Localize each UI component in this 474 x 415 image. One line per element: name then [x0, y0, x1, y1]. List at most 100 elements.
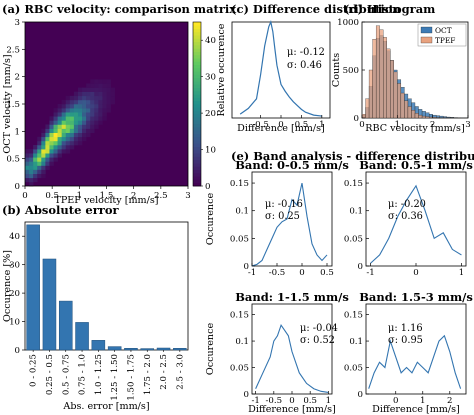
heatmap-cell	[94, 116, 99, 121]
error-xtick-label: 1.75 - 2.0	[143, 354, 153, 395]
heatmap-cell	[53, 116, 58, 121]
colorbar-segment	[193, 81, 201, 85]
band-ytick-label: 0.1	[235, 207, 249, 217]
heatmap-cell	[33, 165, 38, 170]
heatmap-cell	[77, 136, 83, 142]
heatmap-cell	[61, 140, 67, 146]
colorbar-segment	[193, 172, 201, 177]
hist-bar-tpef	[414, 113, 419, 119]
heatmap-cell	[102, 116, 107, 121]
heatmap-cell	[25, 165, 30, 170]
colorbar-tick-label: 10	[205, 146, 216, 156]
heatmap-cell	[41, 136, 46, 142]
heatmap-cell	[77, 128, 83, 133]
heatmap-cell	[69, 116, 75, 121]
band-panel-title: Band: 1-1.5 mm/s	[235, 290, 349, 304]
error-xtick-label: 1.25 - 1.50	[110, 354, 120, 401]
heatmap-cell	[90, 108, 95, 113]
heatmap-cell	[77, 87, 83, 92]
heatmap-cell	[65, 140, 71, 146]
heatmap-cell	[53, 140, 58, 146]
error-title: (b) Absolute error	[2, 203, 120, 217]
heatmap-cell	[49, 124, 54, 129]
heatmap-cell	[73, 104, 79, 109]
band-mu-annotation: μ: -0.16	[265, 199, 303, 210]
heatmap-cell	[69, 108, 75, 113]
heatmap-ylabel: OCT velocity [mm/s]	[2, 54, 13, 153]
diff-title: (c) Difference distribution	[231, 2, 401, 16]
diff-xtick-label: 0	[278, 120, 283, 130]
hist-ytick-label: 1000	[337, 18, 359, 28]
colorbar-segment	[193, 179, 201, 184]
colorbar-segment	[193, 58, 201, 62]
heatmap-xlabel: TPEF velocity [mm/s]	[54, 195, 158, 206]
colorbar-segment	[193, 140, 201, 144]
heatmap-cell	[86, 104, 91, 109]
heatmap-cell	[69, 136, 75, 142]
heatmap-cell	[82, 99, 87, 105]
heatmap-cell	[41, 149, 46, 154]
band-ytick-label: 0	[358, 262, 363, 272]
colorbar-tick-label: 0	[205, 182, 210, 192]
diff-xlabel: Difference [mm/s]	[237, 123, 325, 134]
colorbar-segment	[193, 117, 201, 121]
heatmap-cell	[94, 99, 99, 105]
colorbar-segment	[193, 67, 201, 72]
band-xtick-label: 1	[326, 396, 331, 406]
heatmap-cell	[98, 112, 103, 117]
heatmap-cell	[98, 79, 103, 84]
heatmap-cell	[106, 99, 111, 105]
heatmap-cell	[102, 112, 107, 117]
heatmap-cell	[53, 132, 58, 138]
heatmap-ytick-label: 3	[15, 18, 20, 28]
heatmap-cell	[90, 116, 95, 121]
error-ylabel: Occurence [%]	[2, 250, 13, 322]
colorbar-segment	[193, 28, 201, 33]
colorbar-segment	[193, 64, 201, 69]
heatmap-cell	[90, 95, 95, 101]
heatmap-ytick-label: 0.5	[6, 155, 20, 165]
heatmap-cell	[106, 95, 111, 101]
colorbar-segment	[193, 130, 201, 134]
heatmap-cell	[61, 124, 67, 129]
colorbar-segment	[193, 74, 201, 79]
heatmap-cell	[102, 108, 107, 113]
heatmap-cell	[98, 95, 103, 101]
heatmap-cell	[49, 153, 54, 158]
heatmap-cell	[98, 120, 103, 125]
diff-ylabel: Relative occurence	[216, 23, 227, 116]
heatmap-cell	[86, 132, 91, 138]
hist-legend-swatch	[420, 36, 433, 44]
heatmap-cell	[45, 153, 50, 158]
band-mu-annotation: μ: -0.20	[388, 199, 426, 210]
colorbar-segment	[193, 107, 201, 111]
band-xtick-label: -1	[251, 396, 259, 406]
heatmap-cell	[65, 149, 71, 154]
heatmap-cell	[41, 128, 46, 133]
heatmap-cell	[86, 87, 91, 92]
band-xtick-label: 0	[413, 268, 418, 278]
heatmap-cell	[77, 104, 83, 109]
heatmap-cell	[90, 104, 95, 109]
heatmap-xtick-label: 3	[185, 191, 190, 201]
error-bar	[42, 258, 57, 351]
heatmap-cell	[69, 95, 75, 101]
hist-title: (d) Histogram	[344, 2, 435, 16]
hist-xtick-label: 3	[465, 120, 470, 130]
colorbar-segment	[193, 166, 201, 170]
heatmap-cell	[57, 145, 62, 150]
band-xtick-label: 1	[420, 396, 425, 406]
heatmap-cell	[37, 153, 42, 158]
heatmap-cell	[65, 108, 71, 113]
heatmap-cell	[82, 124, 87, 129]
hist-ytick-label: 500	[343, 66, 359, 76]
heatmap-cell	[33, 177, 38, 183]
band-xtick-label: 0.5	[303, 396, 317, 406]
heatmap-cell	[82, 95, 87, 101]
heatmap-cell	[69, 132, 75, 138]
error-frame	[24, 221, 189, 351]
band-ytick-label: 0.15	[344, 179, 363, 189]
heatmap-cell	[49, 140, 54, 146]
heatmap-cell	[94, 79, 99, 84]
